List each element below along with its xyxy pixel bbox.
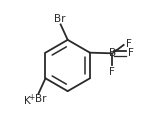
Text: B: B — [109, 48, 116, 58]
Text: +: + — [28, 93, 35, 102]
Text: F: F — [126, 39, 132, 49]
Text: K: K — [24, 96, 31, 106]
Text: -: - — [114, 45, 117, 54]
Text: F: F — [128, 48, 134, 58]
Text: Br: Br — [54, 14, 65, 24]
Text: Br: Br — [35, 94, 47, 104]
Text: F: F — [109, 67, 115, 77]
